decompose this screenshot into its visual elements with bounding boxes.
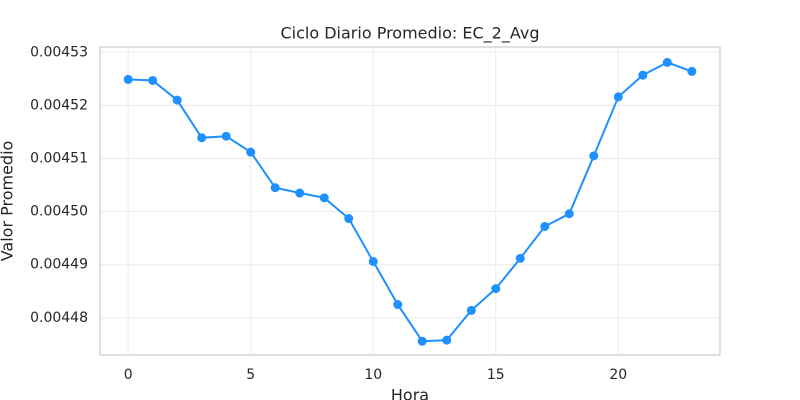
point (319, 193, 329, 203)
point (123, 74, 133, 84)
point (197, 133, 207, 143)
y-tick-label: 0.00449 (30, 257, 88, 273)
x-tick-label: 5 (246, 367, 255, 383)
point (564, 209, 574, 219)
point (172, 95, 182, 105)
point (393, 300, 403, 310)
point (491, 284, 501, 294)
x-tick-label: 20 (609, 367, 627, 383)
point (221, 131, 231, 141)
x-tick-label: 0 (124, 367, 133, 383)
point (295, 188, 305, 198)
y-axis-label: Valor Promedio (0, 141, 17, 262)
point (148, 75, 158, 85)
point (687, 66, 697, 76)
point (540, 221, 550, 231)
y-tick-label: 0.00450 (30, 204, 88, 220)
line (128, 61, 693, 343)
point (246, 147, 256, 157)
point (662, 57, 672, 67)
point (613, 92, 623, 102)
y-tick-label: 0.00453 (30, 44, 88, 60)
point (368, 257, 378, 267)
point (515, 253, 525, 263)
point (270, 183, 280, 193)
point (466, 305, 476, 315)
y-tick-label: 0.00451 (30, 151, 88, 167)
point (417, 336, 427, 346)
y-tick-label: 0.00448 (30, 310, 88, 326)
x-tick-label: 10 (364, 367, 382, 383)
y-tick-label: 0.00452 (30, 97, 88, 113)
point (589, 151, 599, 161)
point (638, 70, 648, 80)
point (344, 214, 354, 224)
plot-frame (99, 46, 721, 356)
point (442, 335, 452, 345)
x-tick-label: 15 (487, 367, 505, 383)
chart-title: Ciclo Diario Promedio: EC_2_Avg (281, 24, 540, 44)
x-axis-label: Hora (391, 386, 429, 400)
